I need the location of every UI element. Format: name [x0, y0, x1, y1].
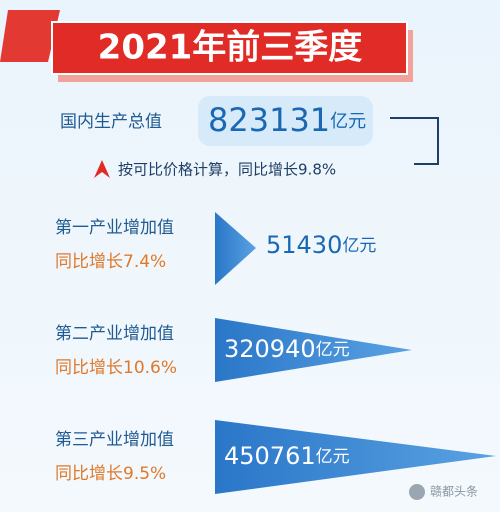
banner: [51, 21, 408, 75]
triangle: [215, 318, 412, 382]
industry-value: 320940亿元: [224, 335, 350, 363]
gdp-box: [198, 96, 373, 146]
gdp-note: 按可比价格计算，同比增长9.8%: [118, 161, 336, 179]
industry-label: 第二产业增加值: [55, 324, 174, 344]
banner-accent: [0, 10, 60, 62]
triangle: [215, 212, 256, 285]
industry-label: 第一产业增加值: [55, 218, 174, 238]
industry-value: 51430亿元: [266, 231, 376, 259]
industry-growth: 同比增长10.6%: [55, 358, 177, 378]
industry-growth: 同比增长7.4%: [55, 252, 166, 272]
watermark: 赣都头条: [430, 485, 478, 499]
up-icon: [94, 160, 110, 178]
title: 2021年前三季度: [98, 28, 363, 68]
bracket: [390, 117, 439, 165]
industry-value: 450761亿元: [224, 442, 350, 470]
triangle: [215, 420, 496, 494]
watermark-icon: [409, 484, 425, 500]
gdp-value: 823131亿元: [208, 101, 366, 139]
industry-growth: 同比增长9.5%: [55, 464, 166, 484]
gdp-label: 国内生产总值: [60, 112, 162, 132]
industry-label: 第三产业增加值: [55, 430, 174, 450]
